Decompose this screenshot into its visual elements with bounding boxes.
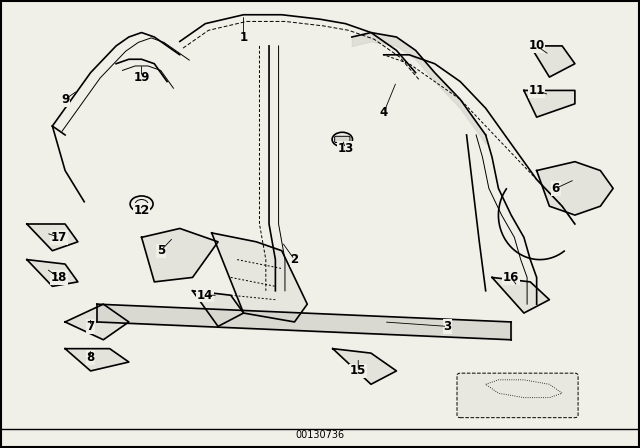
Text: 9: 9	[61, 93, 69, 106]
Text: 4: 4	[380, 106, 388, 119]
Polygon shape	[27, 224, 78, 251]
Text: 1: 1	[239, 30, 248, 43]
Text: 19: 19	[133, 71, 150, 84]
Text: 12: 12	[134, 204, 150, 217]
FancyBboxPatch shape	[457, 373, 578, 418]
Polygon shape	[531, 46, 575, 77]
Text: 00130736: 00130736	[296, 431, 344, 440]
Polygon shape	[141, 228, 218, 282]
Text: 10: 10	[529, 39, 545, 52]
Polygon shape	[524, 90, 575, 117]
Polygon shape	[193, 291, 244, 327]
Polygon shape	[212, 233, 307, 322]
Polygon shape	[537, 162, 613, 215]
Text: 11: 11	[529, 84, 545, 97]
Text: 7: 7	[86, 320, 95, 333]
Polygon shape	[65, 304, 129, 340]
Text: 18: 18	[51, 271, 67, 284]
Text: 13: 13	[337, 142, 354, 155]
Text: 5: 5	[157, 244, 165, 257]
Text: 3: 3	[444, 320, 451, 333]
Text: 17: 17	[51, 231, 67, 244]
Text: 14: 14	[197, 289, 214, 302]
Text: 6: 6	[552, 182, 560, 195]
Text: 16: 16	[503, 271, 519, 284]
Text: 2: 2	[291, 253, 299, 266]
Polygon shape	[333, 349, 396, 384]
Text: 15: 15	[350, 364, 367, 377]
Polygon shape	[65, 349, 129, 371]
FancyBboxPatch shape	[335, 136, 350, 142]
Polygon shape	[492, 277, 549, 313]
Text: 8: 8	[86, 351, 95, 364]
Polygon shape	[27, 260, 78, 286]
